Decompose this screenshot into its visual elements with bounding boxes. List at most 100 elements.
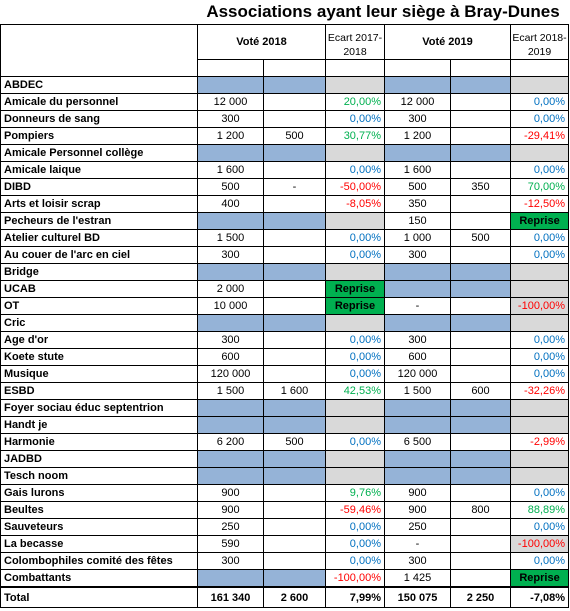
header-vote-2018: Voté 2018 — [197, 24, 326, 60]
ecart-cell: Reprise — [325, 297, 385, 315]
data-row: Sauveteurs 250 0,00% 250 0,00% — [0, 518, 570, 536]
blank-cell — [325, 59, 385, 77]
data-row: ESBD 1 500 1 600 42,53% 1 500 600 -32,26% — [0, 382, 570, 400]
data-row: Amicale du personnel 12 000 20,00% 12 000 0,… — [0, 93, 570, 111]
value-cell — [450, 365, 511, 383]
data-row: Amicale Personnel collège — [0, 144, 570, 162]
row-name: UCAB — [0, 280, 198, 298]
data-row: Foyer sociau éduc septentrion — [0, 399, 570, 417]
title-row: Associations ayant leur siège à Bray-Dun… — [1, 0, 569, 25]
ecart-cell: -12,50% — [509, 195, 570, 213]
value-cell: 300 — [197, 110, 264, 128]
value-cell — [263, 535, 326, 553]
value-cell — [197, 467, 264, 485]
value-cell — [450, 195, 511, 213]
data-row: UCAB 2 000 Reprise — [0, 280, 570, 298]
value-cell — [450, 110, 511, 128]
ecart-cell: 0,00% — [325, 365, 385, 383]
value-cell — [197, 569, 264, 588]
value-cell — [450, 484, 511, 502]
value-cell: 600 — [450, 382, 511, 400]
row-name: ESBD — [0, 382, 198, 400]
value-cell: 300 — [384, 110, 451, 128]
ecart-cell: 0,00% — [509, 161, 570, 179]
ecart-cell — [325, 263, 385, 281]
value-cell: 300 — [197, 246, 264, 264]
data-row: Au couer de l'arc en ciel 300 0,00% 300 0,00… — [0, 246, 570, 264]
value-cell — [384, 314, 451, 332]
value-cell: 500 — [263, 433, 326, 451]
value-cell: 12 000 — [384, 93, 451, 111]
row-name: Sauveteurs — [0, 518, 198, 536]
row-name: Musique — [0, 365, 198, 383]
data-row: Harmonie 6 200 500 0,00% 6 500 -2,99% — [0, 433, 570, 451]
value-cell — [197, 416, 264, 434]
ecart-cell: 0,00% — [325, 348, 385, 366]
value-cell — [384, 416, 451, 434]
value-cell: 2 250 — [450, 586, 511, 608]
value-cell — [263, 348, 326, 366]
value-cell: 6 500 — [384, 433, 451, 451]
ecart-cell: 0,00% — [325, 331, 385, 349]
value-cell — [450, 569, 511, 588]
ecart-cell: Reprise — [509, 212, 570, 230]
row-name: Amicale laique — [0, 161, 198, 179]
value-cell: 120 000 — [384, 365, 451, 383]
value-cell — [263, 263, 326, 281]
data-row: Age d'or 300 0,00% 300 0,00% — [0, 331, 570, 349]
ecart-cell: 0,00% — [325, 229, 385, 247]
value-cell: 1 425 — [384, 569, 451, 588]
value-cell — [197, 263, 264, 281]
data-row: Cric — [0, 314, 570, 332]
ecart-cell — [509, 467, 570, 485]
row-name: DIBD — [0, 178, 198, 196]
value-cell — [450, 212, 511, 230]
row-name: Cric — [0, 314, 198, 332]
value-cell: 250 — [384, 518, 451, 536]
value-cell — [263, 331, 326, 349]
value-cell: 300 — [384, 246, 451, 264]
row-name: Combattants — [0, 569, 198, 588]
ecart-cell — [325, 399, 385, 417]
value-cell — [263, 76, 326, 94]
value-cell: 1 200 — [197, 127, 264, 145]
header-ecart-2018: Ecart 2017-2018 — [325, 24, 385, 60]
blank-cell — [0, 59, 198, 77]
data-row: Musique 120 000 0,00% 120 000 0,00% — [0, 365, 570, 383]
data-row: Tesch noom — [0, 467, 570, 485]
ecart-cell — [325, 144, 385, 162]
ecart-cell: 0,00% — [509, 93, 570, 111]
ecart-cell: 0,00% — [509, 246, 570, 264]
value-cell — [263, 450, 326, 468]
value-cell — [450, 535, 511, 553]
ecart-cell: 0,00% — [325, 552, 385, 570]
row-name: Age d'or — [0, 331, 198, 349]
data-row: Koete stute 600 0,00% 600 0,00% — [0, 348, 570, 366]
data-row: JADBD — [0, 450, 570, 468]
ecart-cell — [509, 76, 570, 94]
ecart-cell: -100,00% — [509, 297, 570, 315]
blank-cell — [509, 59, 570, 77]
value-cell — [450, 144, 511, 162]
ecart-cell — [509, 263, 570, 281]
value-cell: 6 200 — [197, 433, 264, 451]
ecart-cell: -100,00% — [325, 569, 385, 588]
value-cell: 300 — [384, 331, 451, 349]
value-cell — [384, 399, 451, 417]
value-cell — [450, 297, 511, 315]
total-row: Total 161 340 2 600 7,99% 150 075 2 250 -7,08% — [0, 586, 570, 608]
value-cell — [450, 399, 511, 417]
value-cell — [263, 416, 326, 434]
header-ecart-2019: Ecart 2018-2019 — [509, 24, 570, 60]
row-name: Foyer sociau éduc septentrion — [0, 399, 198, 417]
value-cell: 900 — [384, 501, 451, 519]
value-cell: 150 — [384, 212, 451, 230]
ecart-cell: 0,00% — [509, 110, 570, 128]
ecart-cell: 0,00% — [325, 433, 385, 451]
data-row: Bridge — [0, 263, 570, 281]
data-row: Beultes 900 -59,46% 900 800 88,89% — [0, 501, 570, 519]
data-row: Handt je — [0, 416, 570, 434]
value-cell: 600 — [384, 348, 451, 366]
value-cell — [263, 246, 326, 264]
